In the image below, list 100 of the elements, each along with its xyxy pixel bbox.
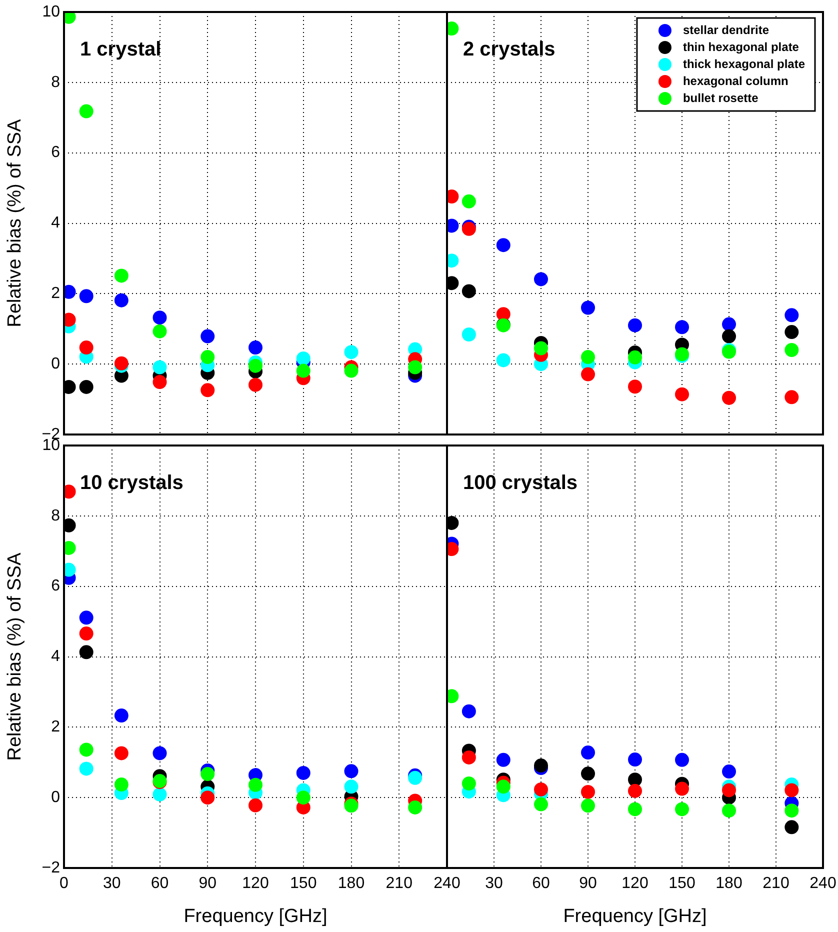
point [496,238,510,252]
point [628,318,642,332]
point [79,340,94,355]
y-tick-label: 2 [51,285,60,302]
point [722,317,736,332]
point [784,804,799,818]
point [296,364,310,378]
x-tick-label: 90 [198,875,217,892]
point [784,308,799,322]
point [784,325,799,340]
point [581,746,595,760]
point [408,770,422,785]
point [248,778,262,792]
point [248,378,262,392]
point [628,772,642,787]
point [114,708,128,723]
x-tick-label: 60 [150,875,169,892]
point [79,380,94,394]
point [496,752,510,767]
x-tick-label: 210 [386,875,413,892]
x-tick-label: 180 [338,875,365,892]
point [152,787,167,802]
point [79,610,94,625]
point [628,784,642,798]
point [114,268,128,283]
point [344,764,358,778]
x-tick-label: 120 [242,875,269,892]
y-tick-label: 8 [51,507,60,524]
point [784,783,799,798]
legend-label: thin hexagonal plate [682,40,800,54]
y-axis-title: Relative bias (%) of SSA [4,118,26,328]
point [248,798,262,812]
text: 10 crystals [80,472,184,494]
point [152,746,167,760]
point [296,790,310,805]
point [462,194,476,208]
point [462,750,476,764]
point [722,390,736,405]
text: 100 crystals [463,472,578,494]
point [534,341,548,356]
legend-label: hexagonal column [682,74,788,88]
point [200,790,215,805]
x-tick-label: 150 [290,875,317,892]
point [534,272,548,286]
point [784,343,799,357]
y-tick-label: 2 [51,718,60,736]
point [496,780,510,794]
point [784,820,799,834]
point [152,375,167,390]
point [344,364,358,378]
point [114,746,128,760]
y-tick-label: 4 [51,648,60,666]
point [114,356,128,370]
y-tick-label: 0 [51,355,60,372]
point [722,329,736,344]
point [784,390,799,404]
legend-label: thick hexagonal plate [682,56,806,71]
point [79,645,94,660]
x-tick-label: 210 [762,875,790,892]
point [581,766,595,781]
x-axis-title: Frequency [GHz] [184,906,328,927]
point [581,350,595,364]
point [722,764,736,779]
point [628,752,642,767]
point [114,778,128,792]
point [462,704,476,718]
y-axis-title: Relative bias (%) of SSA [4,552,26,761]
point [408,360,422,374]
x-tick-label: 120 [622,875,648,892]
point [534,797,548,812]
y-tick-label: −2 [42,859,60,876]
point [248,340,262,355]
point [79,289,94,304]
point [296,766,310,780]
point [722,804,736,818]
text: 1 crystal [80,38,162,61]
x-tick-label: 240 [810,875,836,892]
point [581,367,595,382]
point [496,307,510,322]
point [79,742,94,757]
point [200,383,215,398]
x-tick-label: 180 [716,875,742,892]
point [534,782,548,796]
point [152,310,167,325]
y-tick-label: 6 [51,144,60,162]
point [200,329,215,344]
point [152,360,167,374]
point [675,752,689,767]
point [79,104,94,118]
y-tick-label: 4 [51,214,60,232]
point [722,783,736,798]
point [675,802,689,816]
legend-label: bullet rosette [682,90,759,105]
point [581,784,595,799]
point [581,300,595,315]
x-tick-label: 90 [579,875,597,892]
point [248,358,262,373]
y-tick-label: 8 [51,74,60,91]
point [462,776,476,790]
point [344,345,358,360]
